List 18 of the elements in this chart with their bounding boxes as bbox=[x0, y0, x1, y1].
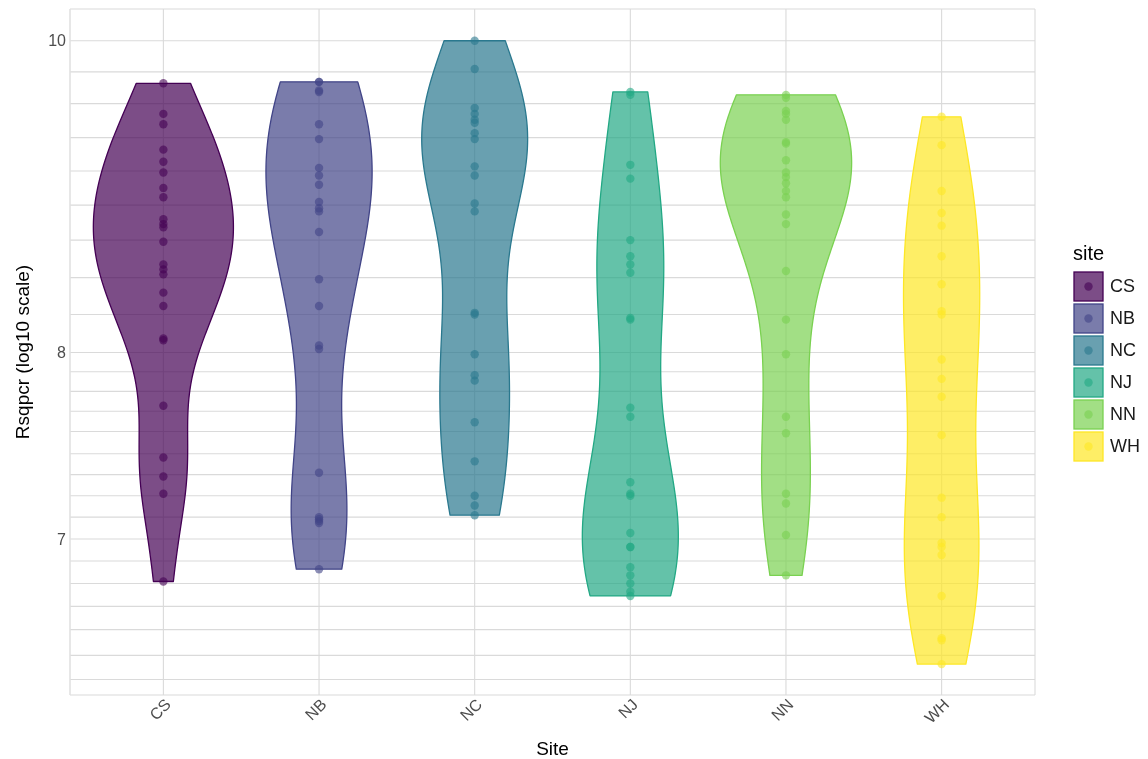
legend-label: CS bbox=[1110, 275, 1136, 297]
legend-label: NB bbox=[1110, 307, 1136, 329]
x-tick-label: NB bbox=[301, 695, 330, 724]
y-tick-label: 8 bbox=[57, 344, 67, 362]
legend-label: WH bbox=[1110, 435, 1140, 457]
x-tick-label: CS bbox=[146, 695, 174, 724]
y-tick-label: 7 bbox=[57, 530, 67, 548]
legend-label: NC bbox=[1110, 339, 1136, 361]
legend-label: NN bbox=[1110, 403, 1136, 425]
legend-label: NJ bbox=[1110, 371, 1132, 393]
x-tick-label: WH bbox=[921, 695, 953, 727]
x-tick-label: NN bbox=[768, 695, 797, 724]
x-tick-label: NJ bbox=[615, 695, 641, 722]
x-tick-label: NC bbox=[456, 695, 486, 724]
x-axis-title: Site bbox=[536, 738, 569, 759]
legend-title: site bbox=[1073, 242, 1106, 265]
y-tick-label: 10 bbox=[48, 32, 67, 50]
y-axis-title: Rsqpcr (log10 scale) bbox=[11, 264, 33, 440]
